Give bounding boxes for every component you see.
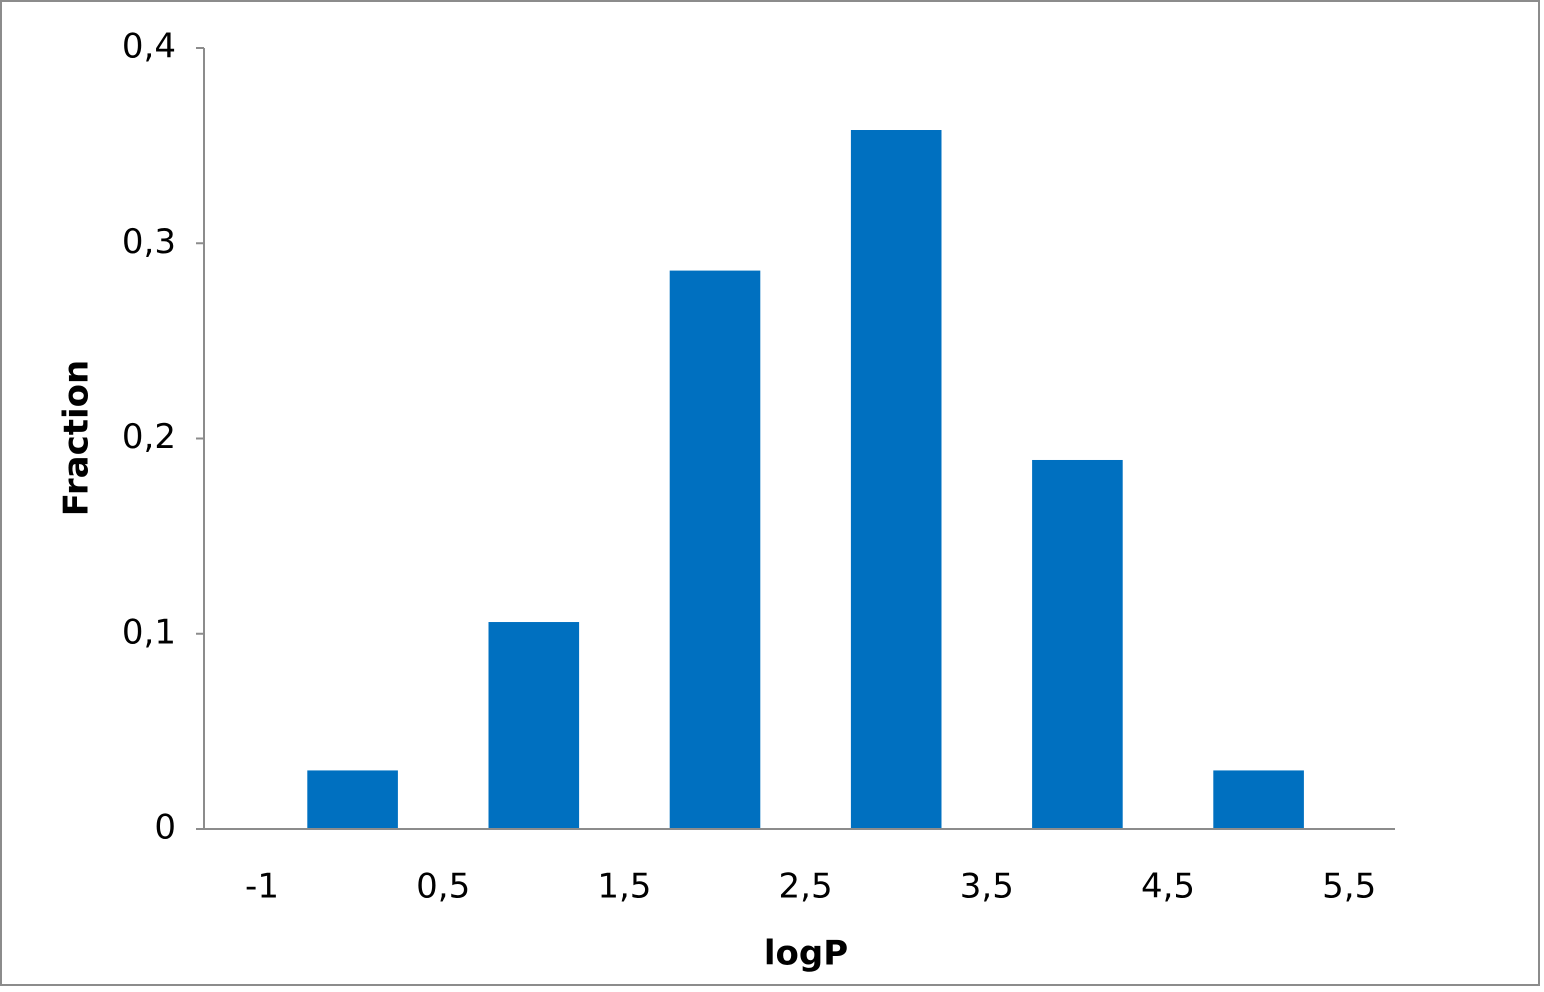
bar <box>488 622 580 829</box>
y-tick-label: 0,2 <box>122 417 176 457</box>
bar <box>307 770 398 829</box>
bar <box>1032 459 1123 829</box>
y-tick-label: 0 <box>154 808 176 848</box>
bar <box>1213 770 1304 829</box>
x-tick-label: 2,5 <box>779 867 833 907</box>
x-tick-label: -1 <box>245 867 279 907</box>
bar <box>669 270 761 830</box>
x-axis-title: logP <box>764 934 848 974</box>
y-tick-label: 0,3 <box>122 222 176 262</box>
y-tick-label: 0,1 <box>122 612 176 652</box>
y-tick-label: 0,4 <box>122 27 176 67</box>
x-tick-label: 4,5 <box>1141 867 1195 907</box>
x-tick-label: 5,5 <box>1322 867 1376 907</box>
x-tick-label: 1,5 <box>597 867 651 907</box>
bar <box>850 130 942 829</box>
x-tick-label: 0,5 <box>416 867 470 907</box>
x-tick-label: 3,5 <box>960 867 1014 907</box>
y-axis-title: Fraction <box>57 360 97 516</box>
